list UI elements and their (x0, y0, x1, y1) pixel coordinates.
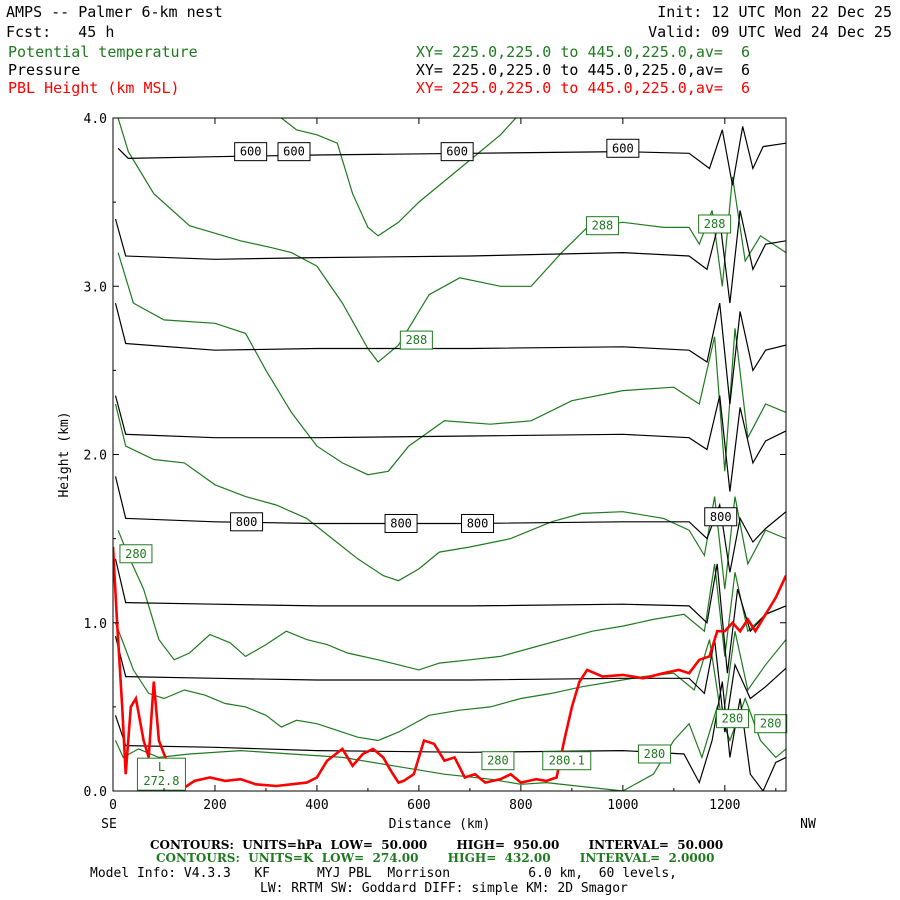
y-tick-label: 2.0 (84, 449, 107, 464)
pressure-contour-label: 600 (234, 142, 268, 162)
svg-text:280: 280 (760, 717, 782, 731)
x-axis-title: Distance (km) (389, 817, 491, 832)
x-tick-label: 1000 (607, 798, 638, 813)
pressure-contour-label: 600 (440, 142, 474, 162)
pressure-contour-label: 800 (461, 513, 495, 533)
model-info-physics: LW: RRTM SW: Goddard DIFF: simple KM: 2D… (260, 881, 628, 896)
pressure-contour-line (114, 395, 786, 492)
y-tick-label: 0.0 (84, 785, 107, 800)
svg-text:800: 800 (236, 515, 258, 529)
svg-text:800: 800 (467, 516, 489, 530)
theta-contour-line (114, 696, 786, 791)
svg-text:288: 288 (406, 333, 428, 347)
forecast-hour: Fcst: 45 h (6, 23, 115, 41)
field-name-pressure: Pressure (8, 61, 81, 79)
theta-contour-label: 288 (399, 330, 433, 350)
x-tick-label: 200 (203, 798, 226, 813)
theta-contour-label: 288 (698, 214, 732, 234)
pressure-contour-line (117, 126, 786, 186)
x-tick-label: 1200 (709, 798, 740, 813)
svg-text:288: 288 (704, 217, 726, 231)
theta-contour-line (117, 529, 786, 671)
y-axis-title: Height (km) (57, 411, 72, 497)
pressure-contour-line (114, 476, 786, 573)
x-tick-label: 800 (509, 798, 532, 813)
plot-frame (112, 117, 787, 792)
valid-time: Valid: 09 UTC Wed 24 Dec 25 (648, 23, 892, 41)
field-xy-pbl: XY= 225.0,225.0 to 445.0,225.0,av= 6 (415, 79, 750, 97)
pressure-contour-label: 600 (606, 138, 640, 158)
svg-text:288: 288 (592, 219, 614, 233)
right-end-label: NW (800, 817, 816, 832)
theta-contour-label: 280 (754, 714, 788, 734)
x-tick-label: 400 (305, 798, 328, 813)
x-tick-label: 0 (109, 798, 117, 813)
theta-contour-label: 280 (637, 744, 671, 764)
svg-text:272.8: 272.8 (143, 774, 179, 788)
svg-text:280: 280 (487, 754, 509, 768)
theta-contour-line (280, 118, 517, 237)
pressure-contour-line (114, 210, 786, 304)
svg-text:600: 600 (240, 145, 262, 159)
field-name-pbl: PBL Height (km MSL) (8, 79, 180, 97)
y-tick-label: 4.0 (84, 112, 107, 127)
svg-text:600: 600 (612, 141, 634, 155)
svg-text:280.1: 280.1 (549, 754, 585, 768)
field-name-theta: Potential temperature (8, 43, 198, 61)
y-tick-label: 3.0 (84, 280, 107, 295)
theta-contour-label: 280.1 (542, 751, 592, 771)
pressure-contour-label: 800 (230, 512, 264, 532)
pressure-contour-label: 600 (277, 142, 311, 162)
pressure-contour-info: CONTOURS: UNITS=hPa LOW= 50.000 HIGH= 95… (150, 838, 724, 852)
theta-contour-line (117, 118, 786, 363)
field-xy-theta: XY= 225.0,225.0 to 445.0,225.0,av= 6 (415, 43, 750, 61)
pressure-contour-line (114, 302, 786, 405)
theta-contour-line (114, 403, 786, 590)
pressure-contour-label: 800 (704, 507, 738, 527)
pressure-contour-line (114, 558, 786, 674)
svg-text:280: 280 (722, 712, 744, 726)
y-tick-label: 1.0 (84, 617, 107, 632)
theta-contour-info: CONTOURS: UNITS=K LOW= 274.00 HIGH= 432.… (156, 851, 715, 865)
pressure-contour-line (114, 636, 786, 733)
svg-text:L: L (158, 760, 165, 774)
svg-text:800: 800 (710, 510, 732, 524)
pressure-contour-label: 800 (384, 513, 418, 533)
svg-text:600: 600 (446, 145, 468, 159)
svg-text:800: 800 (390, 516, 412, 530)
theta-contour-line (117, 252, 786, 476)
svg-text:280: 280 (125, 547, 147, 561)
pressure-contour-line (114, 681, 786, 791)
field-xy-pressure: XY= 225.0,225.0 to 445.0,225.0,av= 6 (415, 61, 750, 79)
svg-text:600: 600 (283, 145, 305, 159)
app-title: AMPS -- Palmer 6-km nest (6, 3, 223, 21)
init-time: Init: 12 UTC Mon 22 Dec 25 (657, 3, 892, 21)
theta-contour-label: 280 (119, 544, 153, 564)
model-info: Model Info: V4.3.3 KF MYJ PBL Morrison 6… (90, 866, 677, 881)
left-end-label: SE (101, 817, 117, 832)
svg-text:280: 280 (644, 747, 666, 761)
theta-contour-label: 280 (481, 751, 515, 771)
theta-contour-line (114, 622, 786, 742)
x-tick-label: 600 (407, 798, 430, 813)
theta-contour-label: 280 (715, 709, 749, 729)
theta-contour-label: 288 (585, 216, 619, 236)
